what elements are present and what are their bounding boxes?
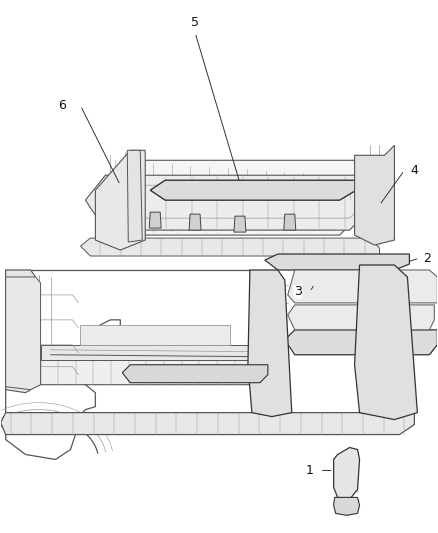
- Polygon shape: [122, 365, 268, 383]
- Polygon shape: [234, 216, 246, 232]
- Circle shape: [336, 281, 343, 288]
- Polygon shape: [41, 345, 265, 360]
- Polygon shape: [81, 238, 379, 256]
- Text: 4: 4: [410, 164, 418, 177]
- Polygon shape: [6, 270, 39, 393]
- Polygon shape: [265, 254, 410, 270]
- Polygon shape: [150, 180, 360, 200]
- Polygon shape: [81, 325, 230, 345]
- Polygon shape: [248, 270, 292, 417]
- Polygon shape: [85, 175, 374, 230]
- Polygon shape: [95, 150, 145, 250]
- Polygon shape: [288, 270, 437, 303]
- Polygon shape: [1, 413, 414, 434]
- Text: 5: 5: [191, 16, 199, 29]
- Circle shape: [287, 217, 293, 223]
- Circle shape: [122, 177, 134, 189]
- Polygon shape: [284, 214, 296, 230]
- Polygon shape: [288, 305, 434, 330]
- Circle shape: [192, 217, 198, 223]
- Text: 6: 6: [59, 99, 67, 112]
- Circle shape: [364, 281, 371, 288]
- Text: 1: 1: [306, 464, 314, 477]
- Polygon shape: [334, 448, 360, 499]
- Circle shape: [152, 215, 158, 221]
- Polygon shape: [95, 160, 379, 235]
- Text: 7: 7: [211, 365, 219, 378]
- Polygon shape: [149, 212, 161, 228]
- Circle shape: [237, 219, 243, 225]
- Polygon shape: [25, 360, 280, 385]
- Polygon shape: [189, 214, 201, 230]
- Text: 3: 3: [294, 286, 302, 298]
- Circle shape: [306, 281, 313, 288]
- Text: 2: 2: [424, 252, 431, 264]
- Polygon shape: [6, 277, 41, 390]
- Polygon shape: [334, 497, 360, 515]
- Polygon shape: [285, 330, 437, 355]
- Polygon shape: [127, 150, 142, 242]
- Polygon shape: [355, 146, 395, 245]
- Circle shape: [126, 181, 131, 185]
- Polygon shape: [355, 265, 417, 419]
